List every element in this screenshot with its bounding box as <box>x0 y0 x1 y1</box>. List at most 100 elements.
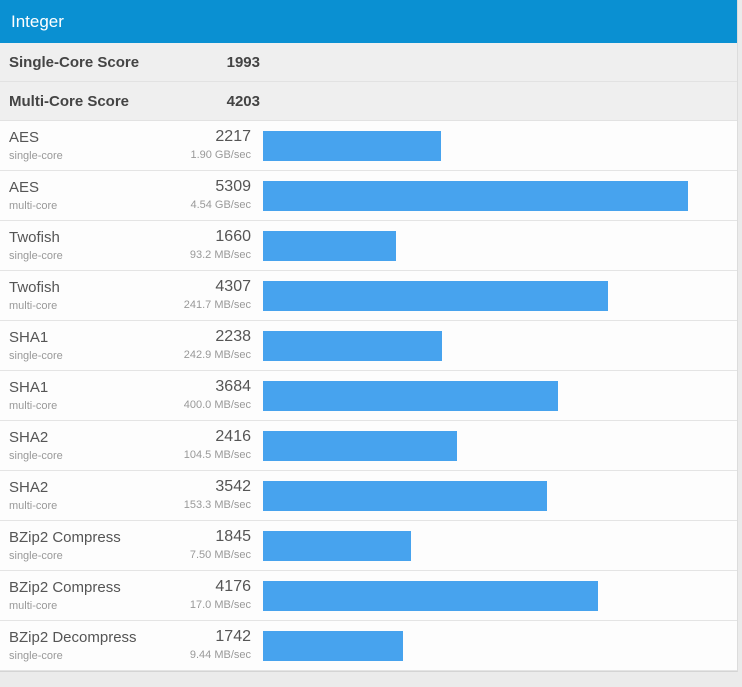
benchmark-name: SHA2 <box>9 429 49 446</box>
score-bar <box>263 531 411 561</box>
benchmark-mode: multi-core <box>9 500 58 512</box>
benchmark-name: SHA1 <box>9 379 49 396</box>
benchmark-rate: 7.50 MB/sec <box>189 549 251 561</box>
benchmark-rate: 1.90 GB/sec <box>190 149 251 161</box>
benchmark-score: 3542 <box>215 478 251 495</box>
benchmark-score-cell: 2217 1.90 GB/sec <box>141 121 251 170</box>
benchmark-name: BZip2 Decompress <box>9 629 137 646</box>
benchmark-rate: 242.9 MB/sec <box>183 349 251 361</box>
single-core-score-label: Single-Core Score <box>9 53 140 71</box>
benchmark-mode: multi-core <box>9 300 58 312</box>
benchmark-score: 2217 <box>215 128 251 145</box>
benchmark-score: 3684 <box>215 378 251 395</box>
multi-core-score-row: Multi-Core Score 4203 <box>0 82 737 121</box>
benchmark-name-cell: BZip2 Decompress single-core <box>0 621 141 670</box>
benchmark-mode: single-core <box>9 250 63 262</box>
benchmark-score-cell: 2238 242.9 MB/sec <box>141 321 251 370</box>
multi-core-score-value: 4203 <box>226 92 260 110</box>
benchmark-mode: single-core <box>9 150 63 162</box>
benchmark-bar-cell <box>263 221 737 270</box>
score-bar <box>263 281 609 311</box>
score-bar <box>263 631 403 661</box>
benchmark-name: AES <box>9 129 40 146</box>
benchmark-rate: 241.7 MB/sec <box>183 299 251 311</box>
benchmark-row-sha2-multi: SHA2 multi-core 3542 153.3 MB/sec <box>0 471 737 521</box>
benchmark-bar-cell <box>263 171 737 220</box>
benchmark-score: 5309 <box>215 178 251 195</box>
benchmark-row-twofish-single: Twofish single-core 1660 93.2 MB/sec <box>0 221 737 271</box>
benchmark-mode: single-core <box>9 350 63 362</box>
benchmark-score-cell: 2416 104.5 MB/sec <box>141 421 251 470</box>
benchmark-score: 4307 <box>215 278 251 295</box>
benchmark-bar-cell <box>263 471 737 520</box>
benchmark-bar-cell <box>263 371 737 420</box>
benchmark-name: SHA2 <box>9 479 49 496</box>
score-bar <box>263 481 547 511</box>
benchmark-name-cell: SHA1 multi-core <box>0 371 141 420</box>
benchmark-score-cell: 4307 241.7 MB/sec <box>141 271 251 320</box>
benchmark-name-cell: AES multi-core <box>0 171 141 220</box>
benchmark-mode: multi-core <box>9 200 58 212</box>
benchmark-mode: single-core <box>9 450 63 462</box>
benchmark-bar-cell <box>263 321 737 370</box>
benchmark-row-aes-single: AES single-core 2217 1.90 GB/sec <box>0 121 737 171</box>
benchmark-bar-cell <box>263 521 737 570</box>
benchmark-row-bzip2-compress-multi: BZip2 Compress multi-core 4176 17.0 MB/s… <box>0 571 737 621</box>
benchmark-name: AES <box>9 179 40 196</box>
benchmark-bar-cell <box>263 121 737 170</box>
benchmark-score-cell: 1845 7.50 MB/sec <box>141 521 251 570</box>
benchmark-score: 2416 <box>215 428 251 445</box>
benchmark-rate: 153.3 MB/sec <box>183 499 251 511</box>
benchmark-rate: 93.2 MB/sec <box>189 249 251 261</box>
benchmark-row-aes-multi: AES multi-core 5309 4.54 GB/sec <box>0 171 737 221</box>
benchmark-name: SHA1 <box>9 329 49 346</box>
benchmark-score-cell: 4176 17.0 MB/sec <box>141 571 251 620</box>
benchmark-row-sha1-multi: SHA1 multi-core 3684 400.0 MB/sec <box>0 371 737 421</box>
benchmark-mode: multi-core <box>9 400 58 412</box>
section-header-integer: Integer <box>0 0 737 43</box>
benchmark-score-cell: 3684 400.0 MB/sec <box>141 371 251 420</box>
benchmark-name-cell: AES single-core <box>0 121 141 170</box>
benchmark-name: Twofish <box>9 279 60 296</box>
single-core-score-value: 1993 <box>226 53 260 71</box>
benchmark-row-sha2-single: SHA2 single-core 2416 104.5 MB/sec <box>0 421 737 471</box>
benchmark-rate: 17.0 MB/sec <box>189 599 251 611</box>
benchmark-score-cell: 3542 153.3 MB/sec <box>141 471 251 520</box>
benchmark-row-bzip2-decompress-single: BZip2 Decompress single-core 1742 9.44 M… <box>0 621 737 671</box>
benchmark-name-cell: BZip2 Compress single-core <box>0 521 141 570</box>
benchmark-score: 2238 <box>215 328 251 345</box>
benchmark-score: 1742 <box>215 628 251 645</box>
benchmark-name: BZip2 Compress <box>9 579 121 596</box>
benchmark-row-twofish-multi: Twofish multi-core 4307 241.7 MB/sec <box>0 271 737 321</box>
benchmark-name-cell: Twofish multi-core <box>0 271 141 320</box>
benchmark-rate: 9.44 MB/sec <box>189 649 251 661</box>
benchmark-score-cell: 1660 93.2 MB/sec <box>141 221 251 270</box>
multi-core-score-label: Multi-Core Score <box>9 92 130 110</box>
benchmark-mode: single-core <box>9 550 63 562</box>
benchmark-name-cell: Twofish single-core <box>0 221 141 270</box>
integer-benchmark-panel: Integer Single-Core Score 1993 Multi-Cor… <box>0 0 738 672</box>
score-bar <box>263 381 559 411</box>
single-core-score-row: Single-Core Score 1993 <box>0 43 737 82</box>
score-bar <box>263 581 598 611</box>
score-bar <box>263 181 689 211</box>
benchmark-row-bzip2-compress-single: BZip2 Compress single-core 1845 7.50 MB/… <box>0 521 737 571</box>
score-bar <box>263 431 457 461</box>
benchmark-bar-cell <box>263 421 737 470</box>
benchmark-row-sha1-single: SHA1 single-core 2238 242.9 MB/sec <box>0 321 737 371</box>
benchmark-bar-cell <box>263 271 737 320</box>
benchmark-bar-cell <box>263 571 737 620</box>
benchmark-score-cell: 1742 9.44 MB/sec <box>141 621 251 670</box>
benchmark-score: 4176 <box>215 578 251 595</box>
benchmark-rate: 104.5 MB/sec <box>183 449 251 461</box>
benchmark-name-cell: SHA2 multi-core <box>0 471 141 520</box>
score-bar <box>263 131 441 161</box>
benchmark-name-cell: SHA2 single-core <box>0 421 141 470</box>
benchmark-rate: 4.54 GB/sec <box>190 199 251 211</box>
benchmark-mode: single-core <box>9 650 63 662</box>
benchmark-score: 1660 <box>215 228 251 245</box>
benchmark-score: 1845 <box>215 528 251 545</box>
benchmark-name: BZip2 Compress <box>9 529 121 546</box>
benchmark-name-cell: SHA1 single-core <box>0 321 141 370</box>
benchmark-mode: multi-core <box>9 600 58 612</box>
